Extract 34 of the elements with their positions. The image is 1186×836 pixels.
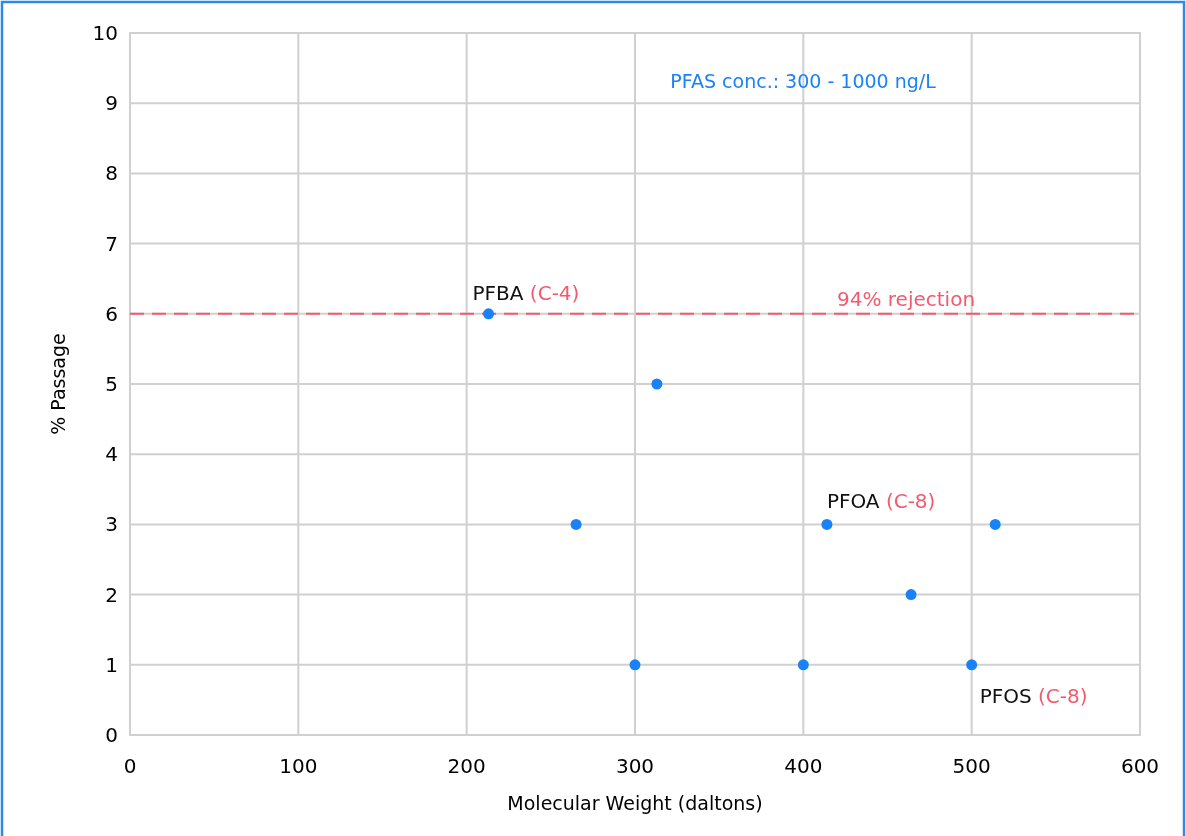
- annotation: PFAS conc.: 300 - 1000 ng/L: [670, 70, 937, 92]
- annotation: PFBA (C-4): [472, 280, 580, 305]
- point: [570, 518, 582, 530]
- y-tick-label: 10: [92, 21, 118, 45]
- point: [905, 589, 917, 601]
- y-axis-title: % Passage: [47, 333, 69, 435]
- x-tick-label: 300: [615, 754, 655, 778]
- y-tick-label: 2: [105, 582, 118, 607]
- y-tick-label: 1: [105, 652, 118, 677]
- point: [651, 378, 663, 390]
- x-tick-label: 0: [123, 754, 137, 778]
- y-tick-label: 3: [105, 512, 118, 537]
- x-tick-label: 200: [447, 754, 486, 778]
- point: [797, 659, 809, 671]
- x-tick-label: 100: [279, 754, 318, 778]
- x-axis-title: Molecular Weight (daltons): [507, 792, 763, 814]
- y-tick-label: 6: [105, 301, 118, 326]
- annotation: PFOA (C-8): [826, 489, 936, 514]
- x-tick-label: 500: [952, 754, 991, 778]
- y-tick-label: 0: [105, 723, 118, 747]
- y-tick-label: 5: [105, 372, 118, 396]
- point: [629, 659, 641, 671]
- y-tick-label: 8: [105, 161, 118, 186]
- y-tick-label: 7: [105, 231, 118, 256]
- y-tick-label: 9: [105, 91, 118, 116]
- y-tick-label: 4: [105, 442, 118, 467]
- point: [821, 518, 833, 530]
- annotation: PFOS (C-8): [979, 683, 1088, 708]
- x-tick-label: 600: [1120, 754, 1160, 778]
- x-tick-label: 400: [784, 754, 823, 778]
- point: [966, 659, 978, 671]
- ref-line-label: 94% rejection: [837, 286, 976, 311]
- point: [483, 308, 495, 320]
- point: [989, 518, 1001, 530]
